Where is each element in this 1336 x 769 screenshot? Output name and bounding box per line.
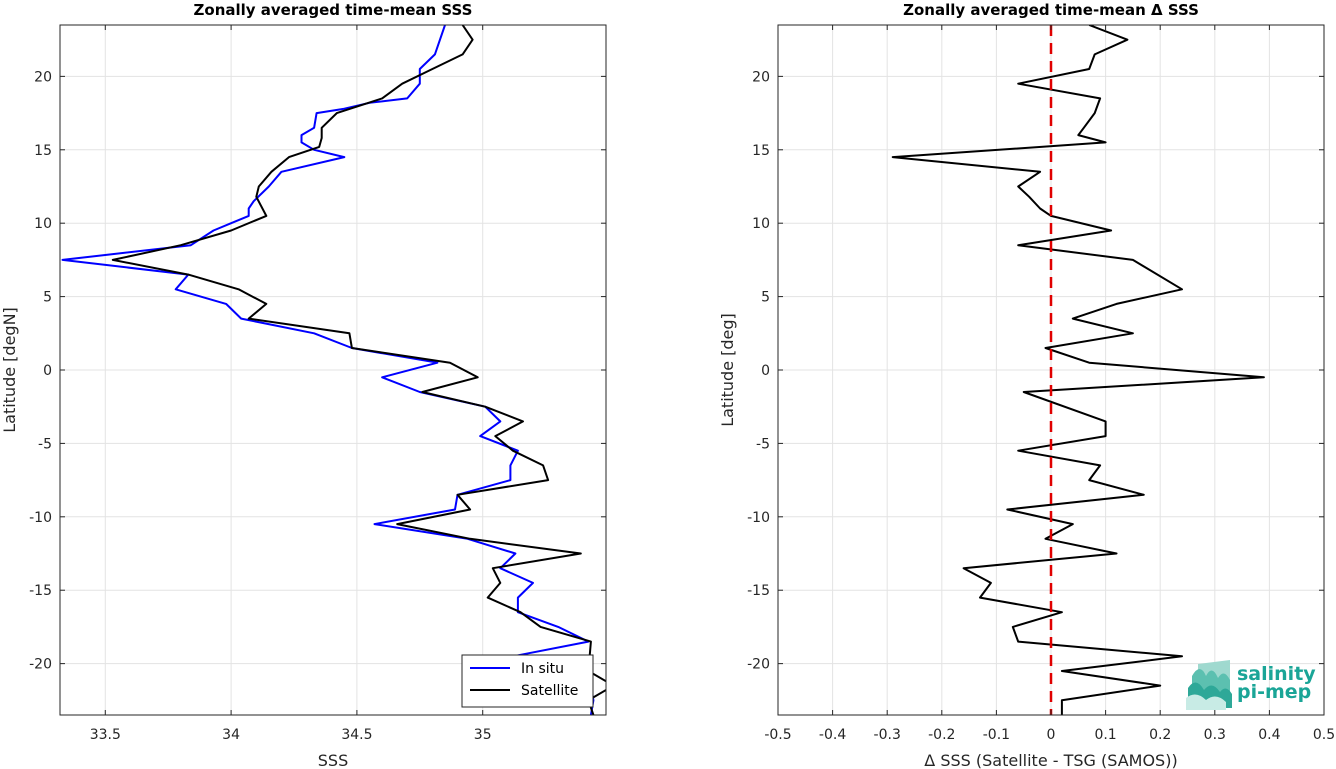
delta-chart-title: Zonally averaged time-mean Δ SSS — [903, 1, 1199, 19]
delta-x-tick-label: 0 — [1047, 727, 1056, 743]
sss-grid — [60, 25, 606, 715]
delta-y-tick-label: -5 — [756, 436, 770, 452]
legend-label-satellite: Satellite — [521, 683, 578, 699]
delta-y-tick-label: -10 — [747, 510, 770, 526]
delta-y-axis-label: Latitude [deg] — [718, 313, 737, 427]
sss-profile-panel: 33.5 34 34.5 35 -20 -15 -10 -5 0 5 10 15 20 Zonally … — [0, 1, 607, 769]
delta-sss-panel: -0.5 -0.4 -0.3 -0.2 -0.1 0 0.1 0.2 0.3 0.4 0.5 -20 -… — [718, 1, 1335, 769]
logo-text-salinity: salinity — [1237, 663, 1316, 685]
delta-ticks: -0.5 -0.4 -0.3 -0.2 -0.1 0 0.1 0.2 0.3 0.4 0.5 -20 -… — [747, 25, 1335, 743]
delta-series-lines — [891, 25, 1265, 715]
logo-text-pi-mep: pi-mep — [1237, 681, 1311, 703]
sss-ticks: 33.5 34 34.5 35 -20 -15 -10 -5 0 5 10 15 20 — [29, 25, 606, 743]
delta-x-axis-label: Δ SSS (Satellite - TSG (SAMOS)) — [924, 751, 1177, 769]
sss-x-tick-label: 34 — [222, 727, 240, 743]
sss-y-tick-label: 0 — [43, 363, 52, 379]
sss-plot-area — [61, 25, 606, 715]
sss-x-tick-label: 35 — [474, 727, 492, 743]
delta-x-tick-label: 0.3 — [1204, 727, 1226, 743]
delta-y-tick-label: -15 — [747, 583, 770, 599]
sss-x-axis-label: SSS — [318, 751, 348, 769]
delta-y-tick-label: 15 — [752, 143, 770, 159]
legend-box — [461, 654, 594, 708]
delta-y-tick-label: -20 — [747, 657, 770, 673]
sss-y-tick-label: 5 — [43, 290, 52, 306]
legend-label-in-situ: In situ — [521, 661, 564, 677]
delta-x-tick-label: -0.2 — [928, 727, 955, 743]
delta-x-tick-label: -0.1 — [983, 727, 1010, 743]
delta-x-tick-label: -0.3 — [874, 727, 901, 743]
sss-y-axis-label: Latitude [degN] — [0, 307, 19, 433]
logo-wave-icon — [1186, 660, 1232, 710]
sss-y-tick-label: -5 — [38, 436, 52, 452]
delta-x-tick-label: 0.5 — [1313, 727, 1335, 743]
sss-y-tick-label: 15 — [34, 143, 52, 159]
sss-x-tick-label: 33.5 — [90, 727, 121, 743]
sss-y-tick-label: -20 — [29, 657, 52, 673]
sss-chart-title: Zonally averaged time-mean SSS — [194, 1, 473, 19]
sss-y-tick-label: 10 — [34, 216, 52, 232]
sss-x-tick-label: 34.5 — [341, 727, 372, 743]
delta-y-tick-label: 5 — [761, 290, 770, 306]
sss-y-tick-label: 20 — [34, 69, 52, 85]
salinity-pi-mep-logo: salinity pi-mep — [1186, 660, 1316, 710]
delta-x-tick-label: -0.5 — [764, 727, 791, 743]
sss-y-tick-label: -10 — [29, 510, 52, 526]
delta-plot-area — [891, 25, 1265, 715]
series-line-in-situ — [61, 25, 595, 715]
series-line-satellite — [111, 25, 606, 715]
delta-x-tick-label: 0.1 — [1094, 727, 1116, 743]
sss-y-tick-label: -15 — [29, 583, 52, 599]
delta-x-tick-label: -0.4 — [819, 727, 846, 743]
delta-x-tick-label: 0.4 — [1258, 727, 1280, 743]
delta-y-tick-label: 20 — [752, 69, 770, 85]
delta-y-tick-label: 10 — [752, 216, 770, 232]
delta-x-tick-label: 0.2 — [1149, 727, 1171, 743]
legend: In situ Satellite — [461, 654, 594, 708]
sss-series-lines — [61, 25, 606, 715]
series-line-delta-sss — [891, 25, 1265, 715]
delta-y-tick-label: 0 — [761, 363, 770, 379]
